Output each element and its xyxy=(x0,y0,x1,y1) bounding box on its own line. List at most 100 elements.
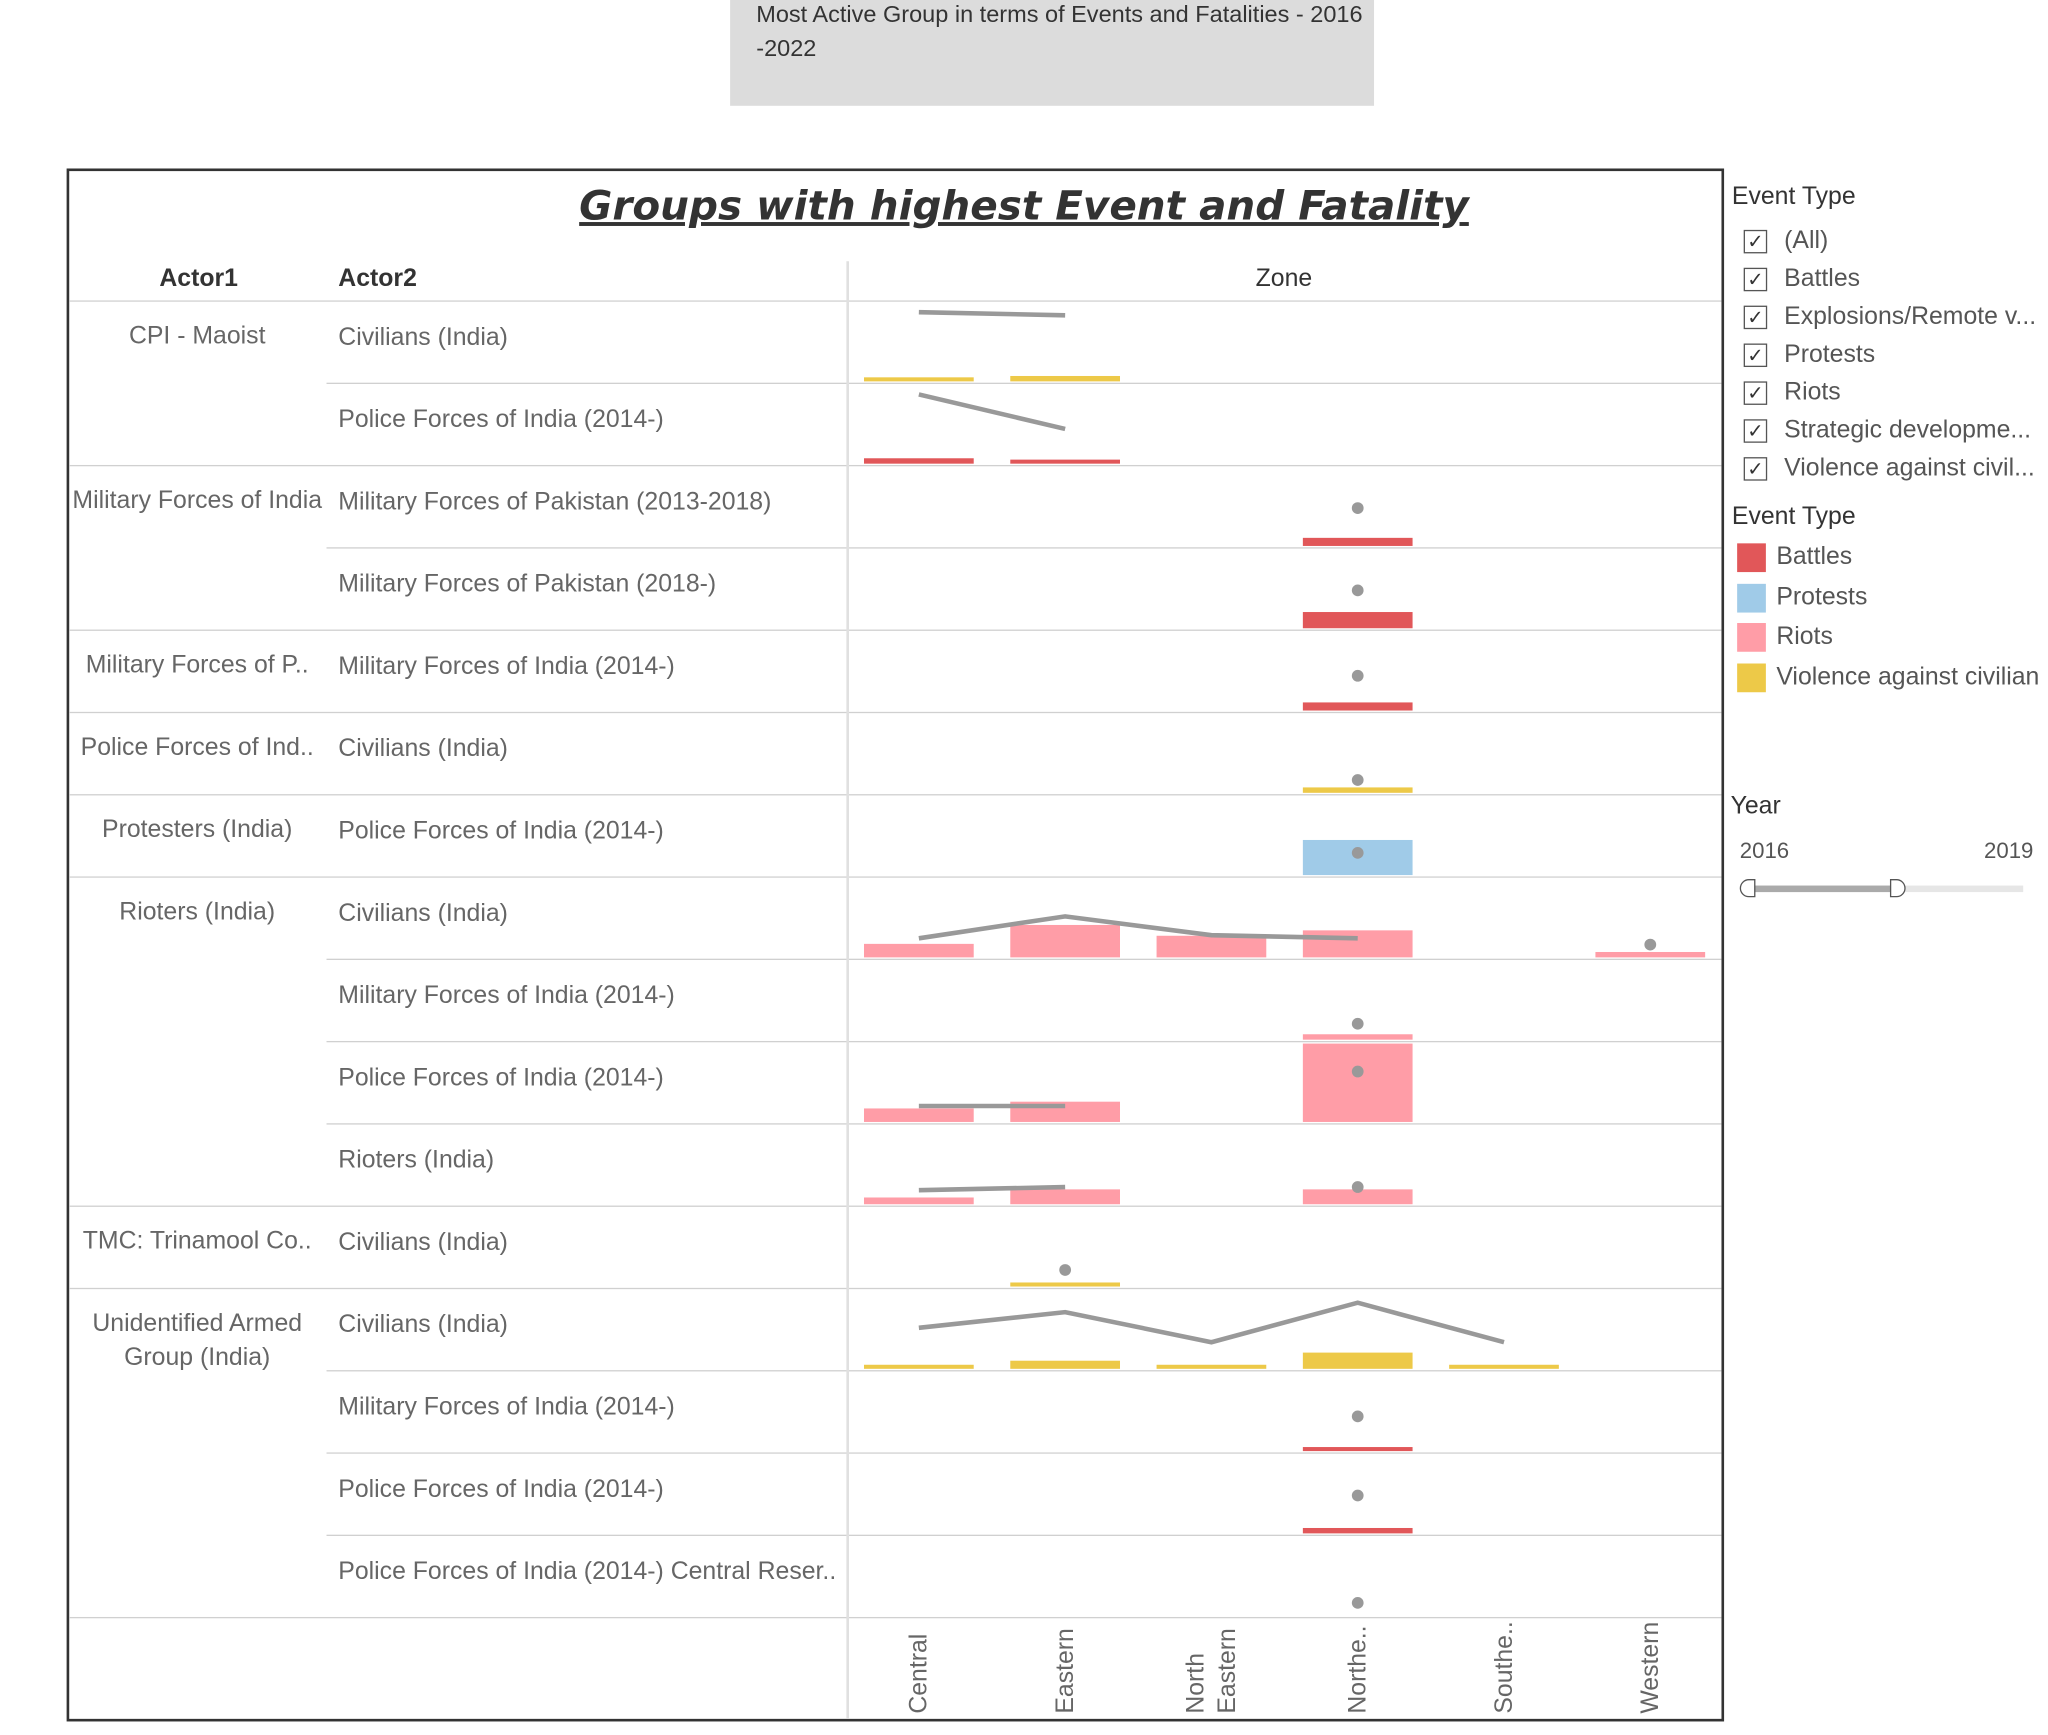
zone-tick-label: Eastern xyxy=(1214,1628,1241,1713)
checkbox-icon[interactable]: ✓ xyxy=(1743,229,1768,254)
actor1-label: TMC: Trinamool Co.. xyxy=(82,1227,312,1256)
fatality-point[interactable] xyxy=(1351,1489,1364,1502)
bar-mark[interactable] xyxy=(1302,612,1413,629)
legend-item[interactable]: Riots xyxy=(1737,620,1833,654)
bar-mark[interactable] xyxy=(1302,702,1413,711)
filter-option-label: Explosions/Remote v... xyxy=(1784,303,2037,331)
legend-label: Riots xyxy=(1776,623,1833,651)
checkbox-icon[interactable]: ✓ xyxy=(1743,343,1768,368)
pane-divider xyxy=(846,261,849,1719)
year-slider-start-handle[interactable] xyxy=(1739,879,1756,898)
bar-mark[interactable] xyxy=(1595,951,1706,958)
fatality-point[interactable] xyxy=(1644,938,1657,951)
fatality-point[interactable] xyxy=(1351,1017,1364,1030)
fatality-point[interactable] xyxy=(1351,584,1364,597)
bar-mark[interactable] xyxy=(1156,1364,1267,1369)
bar-mark[interactable] xyxy=(1010,1189,1120,1205)
bar-mark[interactable] xyxy=(1156,935,1267,958)
fatality-line[interactable] xyxy=(918,1300,1505,1345)
checkbox-icon[interactable]: ✓ xyxy=(1743,305,1768,330)
row-separator xyxy=(326,958,1722,960)
legend-label: Violence against civilian xyxy=(1776,662,2040,691)
actor2-label: Military Forces of Pakistan (2013-2018) xyxy=(338,488,772,516)
filter-option[interactable]: ✓ Explosions/Remote v... xyxy=(1743,300,2037,334)
year-slider-title: Year xyxy=(1730,792,1781,821)
bar-mark[interactable] xyxy=(1010,924,1120,958)
row-separator xyxy=(69,1287,1722,1290)
row-separator xyxy=(69,1205,1722,1207)
fatality-line[interactable] xyxy=(918,914,1358,941)
bar-mark[interactable] xyxy=(1302,1034,1413,1040)
bar-mark[interactable] xyxy=(1010,1360,1120,1369)
bar-mark[interactable] xyxy=(863,1364,974,1369)
actor1-label: Military Forces of India xyxy=(72,487,323,515)
bar-mark[interactable] xyxy=(1449,1364,1559,1369)
actor2-label: Civilians (India) xyxy=(338,1229,508,1257)
filter-option[interactable]: ✓ Protests xyxy=(1743,338,1875,372)
bar-mark[interactable] xyxy=(1302,1352,1413,1369)
checkbox-icon[interactable]: ✓ xyxy=(1743,267,1768,292)
column-header-actor1[interactable]: Actor1 xyxy=(159,265,238,293)
checkbox-icon[interactable]: ✓ xyxy=(1743,457,1768,481)
fatality-point[interactable] xyxy=(1351,502,1364,514)
fatality-line[interactable] xyxy=(918,309,1066,318)
legend-label: Battles xyxy=(1776,543,1853,571)
year-slider-range[interactable] xyxy=(1744,885,1898,893)
fatality-line[interactable] xyxy=(918,1184,1066,1193)
worksheet-title: Groups with highest Event and Fatality xyxy=(579,182,1469,230)
legend-item[interactable]: Protests xyxy=(1737,581,1867,615)
checkbox-icon[interactable]: ✓ xyxy=(1743,419,1768,443)
fatality-point[interactable] xyxy=(1351,1410,1364,1423)
bar-mark[interactable] xyxy=(1302,1043,1413,1122)
fatality-line[interactable] xyxy=(918,392,1066,432)
legend-item[interactable]: Battles xyxy=(1737,541,1852,575)
filter-option[interactable]: ✓ Strategic developme... xyxy=(1743,414,2032,448)
bar-mark[interactable] xyxy=(1302,1447,1413,1452)
fatality-point[interactable] xyxy=(1351,847,1364,859)
fatality-point[interactable] xyxy=(1351,774,1364,786)
fatality-point[interactable] xyxy=(1059,1264,1072,1276)
legend-swatch xyxy=(1737,623,1766,652)
row-separator xyxy=(326,1040,1722,1043)
bar-mark[interactable] xyxy=(1302,1189,1413,1205)
filter-option[interactable]: ✓ (All) xyxy=(1743,225,1828,259)
column-header-actor2[interactable]: Actor2 xyxy=(338,265,417,293)
bar-mark[interactable] xyxy=(1010,1282,1120,1287)
zone-tick-label: Southe.. xyxy=(1491,1621,1518,1713)
bar-mark[interactable] xyxy=(1010,459,1120,464)
bar-mark[interactable] xyxy=(863,458,974,464)
filter-option[interactable]: ✓ Battles xyxy=(1743,263,1861,297)
bar-mark[interactable] xyxy=(863,377,974,382)
bar-mark[interactable] xyxy=(1302,930,1413,958)
bar-mark[interactable] xyxy=(863,1108,974,1122)
row-separator xyxy=(326,1452,1722,1454)
fatality-point[interactable] xyxy=(1351,1596,1364,1609)
event-type-filter-title: Event Type xyxy=(1731,182,1856,211)
actor2-label: Civilians (India) xyxy=(338,735,508,763)
filter-option-label: Strategic developme... xyxy=(1784,416,2032,445)
bar-mark[interactable] xyxy=(863,1197,974,1205)
event-type-legend-title: Event Type xyxy=(1731,502,1856,531)
year-slider-end-handle[interactable] xyxy=(1890,879,1906,898)
bar-mark[interactable] xyxy=(863,943,974,958)
fatality-point[interactable] xyxy=(1351,1065,1364,1078)
checkbox-icon[interactable]: ✓ xyxy=(1743,381,1768,405)
bar-mark[interactable] xyxy=(1302,787,1413,793)
legend-item[interactable]: Violence against civilian xyxy=(1737,660,2039,694)
actor2-label: Military Forces of India (2014-) xyxy=(338,982,675,1010)
bar-mark[interactable] xyxy=(1302,1527,1413,1534)
zone-tick-label: North xyxy=(1183,1653,1210,1714)
column-header-zone[interactable]: Zone xyxy=(1255,265,1313,293)
legend-swatch xyxy=(1737,583,1766,612)
filter-option[interactable]: ✓ Violence against civil... xyxy=(1743,452,2035,486)
actor1-label: Unidentified Armed Group (India) xyxy=(92,1310,303,1372)
bar-mark[interactable] xyxy=(1302,537,1413,546)
zone-tick-label: Northe.. xyxy=(1345,1625,1372,1713)
fatality-point[interactable] xyxy=(1351,1181,1364,1193)
legend-swatch xyxy=(1737,662,1766,692)
row-separator xyxy=(69,711,1722,714)
filter-option-label: Battles xyxy=(1784,265,1861,293)
filter-option[interactable]: ✓ Riots xyxy=(1743,376,1841,410)
bar-mark[interactable] xyxy=(1010,375,1120,382)
fatality-point[interactable] xyxy=(1351,669,1364,682)
